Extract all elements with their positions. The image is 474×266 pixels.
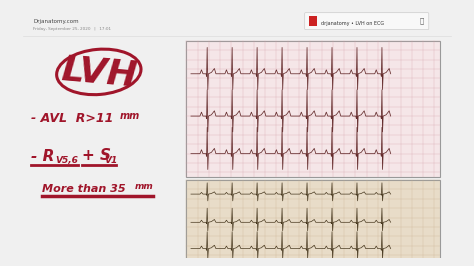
Text: Drjanatomy.com: Drjanatomy.com — [33, 19, 79, 24]
Bar — [186, 41, 440, 177]
Text: V1: V1 — [104, 156, 118, 165]
FancyBboxPatch shape — [305, 13, 429, 30]
Text: LVH: LVH — [59, 53, 138, 94]
Text: mm: mm — [135, 182, 153, 191]
Text: + S: + S — [82, 148, 111, 163]
Text: Friday, September 25, 2020   |   17:01: Friday, September 25, 2020 | 17:01 — [33, 27, 111, 31]
Text: More than 35: More than 35 — [42, 184, 126, 194]
Text: ⤢: ⤢ — [420, 18, 424, 24]
Bar — [186, 265, 440, 266]
Text: drjanatomy • LVH on ECG: drjanatomy • LVH on ECG — [320, 22, 384, 26]
Bar — [186, 180, 440, 265]
Text: - AVL  R>11: - AVL R>11 — [31, 113, 113, 125]
Text: V5,6: V5,6 — [55, 156, 79, 165]
Text: - R: - R — [31, 149, 55, 164]
Text: mm: mm — [119, 111, 140, 121]
Bar — [310, 16, 317, 26]
